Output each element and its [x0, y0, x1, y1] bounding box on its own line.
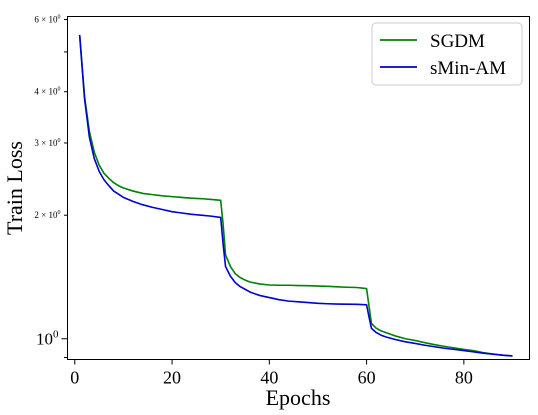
- y-axis-label: Train Loss: [2, 141, 27, 235]
- legend-label-smin-am: sMin-AM: [430, 58, 506, 79]
- y-tick-label-minor: 3 × 100: [34, 138, 60, 148]
- y-tick-label-major: 100: [36, 329, 59, 349]
- legend: SGDM sMin-AM: [371, 22, 523, 86]
- plot-frame: [67, 16, 530, 360]
- x-axis-label: Epochs: [266, 385, 331, 410]
- series-line-sgdm: [78, 34, 513, 357]
- series-layer: [78, 34, 513, 357]
- y-tick-label-minor: 6 × 100: [34, 14, 60, 24]
- series-line-smin-am: [78, 34, 513, 357]
- x-tick-label-20: 20: [163, 368, 181, 388]
- x-axis: 0 20 40 60 80: [70, 359, 473, 388]
- y-axis: 100 2 × 100 3 × 100 4 × 100 6 × 100: [34, 14, 68, 359]
- y-tick-label-minor: 2 × 100: [34, 210, 60, 220]
- x-tick-label-40: 40: [260, 368, 278, 388]
- y-tick-label-minor: 4 × 100: [34, 87, 60, 97]
- x-tick-label-80: 80: [455, 368, 473, 388]
- x-tick-label-60: 60: [358, 368, 376, 388]
- legend-box: [371, 22, 523, 86]
- x-tick-label-0: 0: [70, 368, 79, 388]
- legend-label-sgdm: SGDM: [430, 31, 485, 52]
